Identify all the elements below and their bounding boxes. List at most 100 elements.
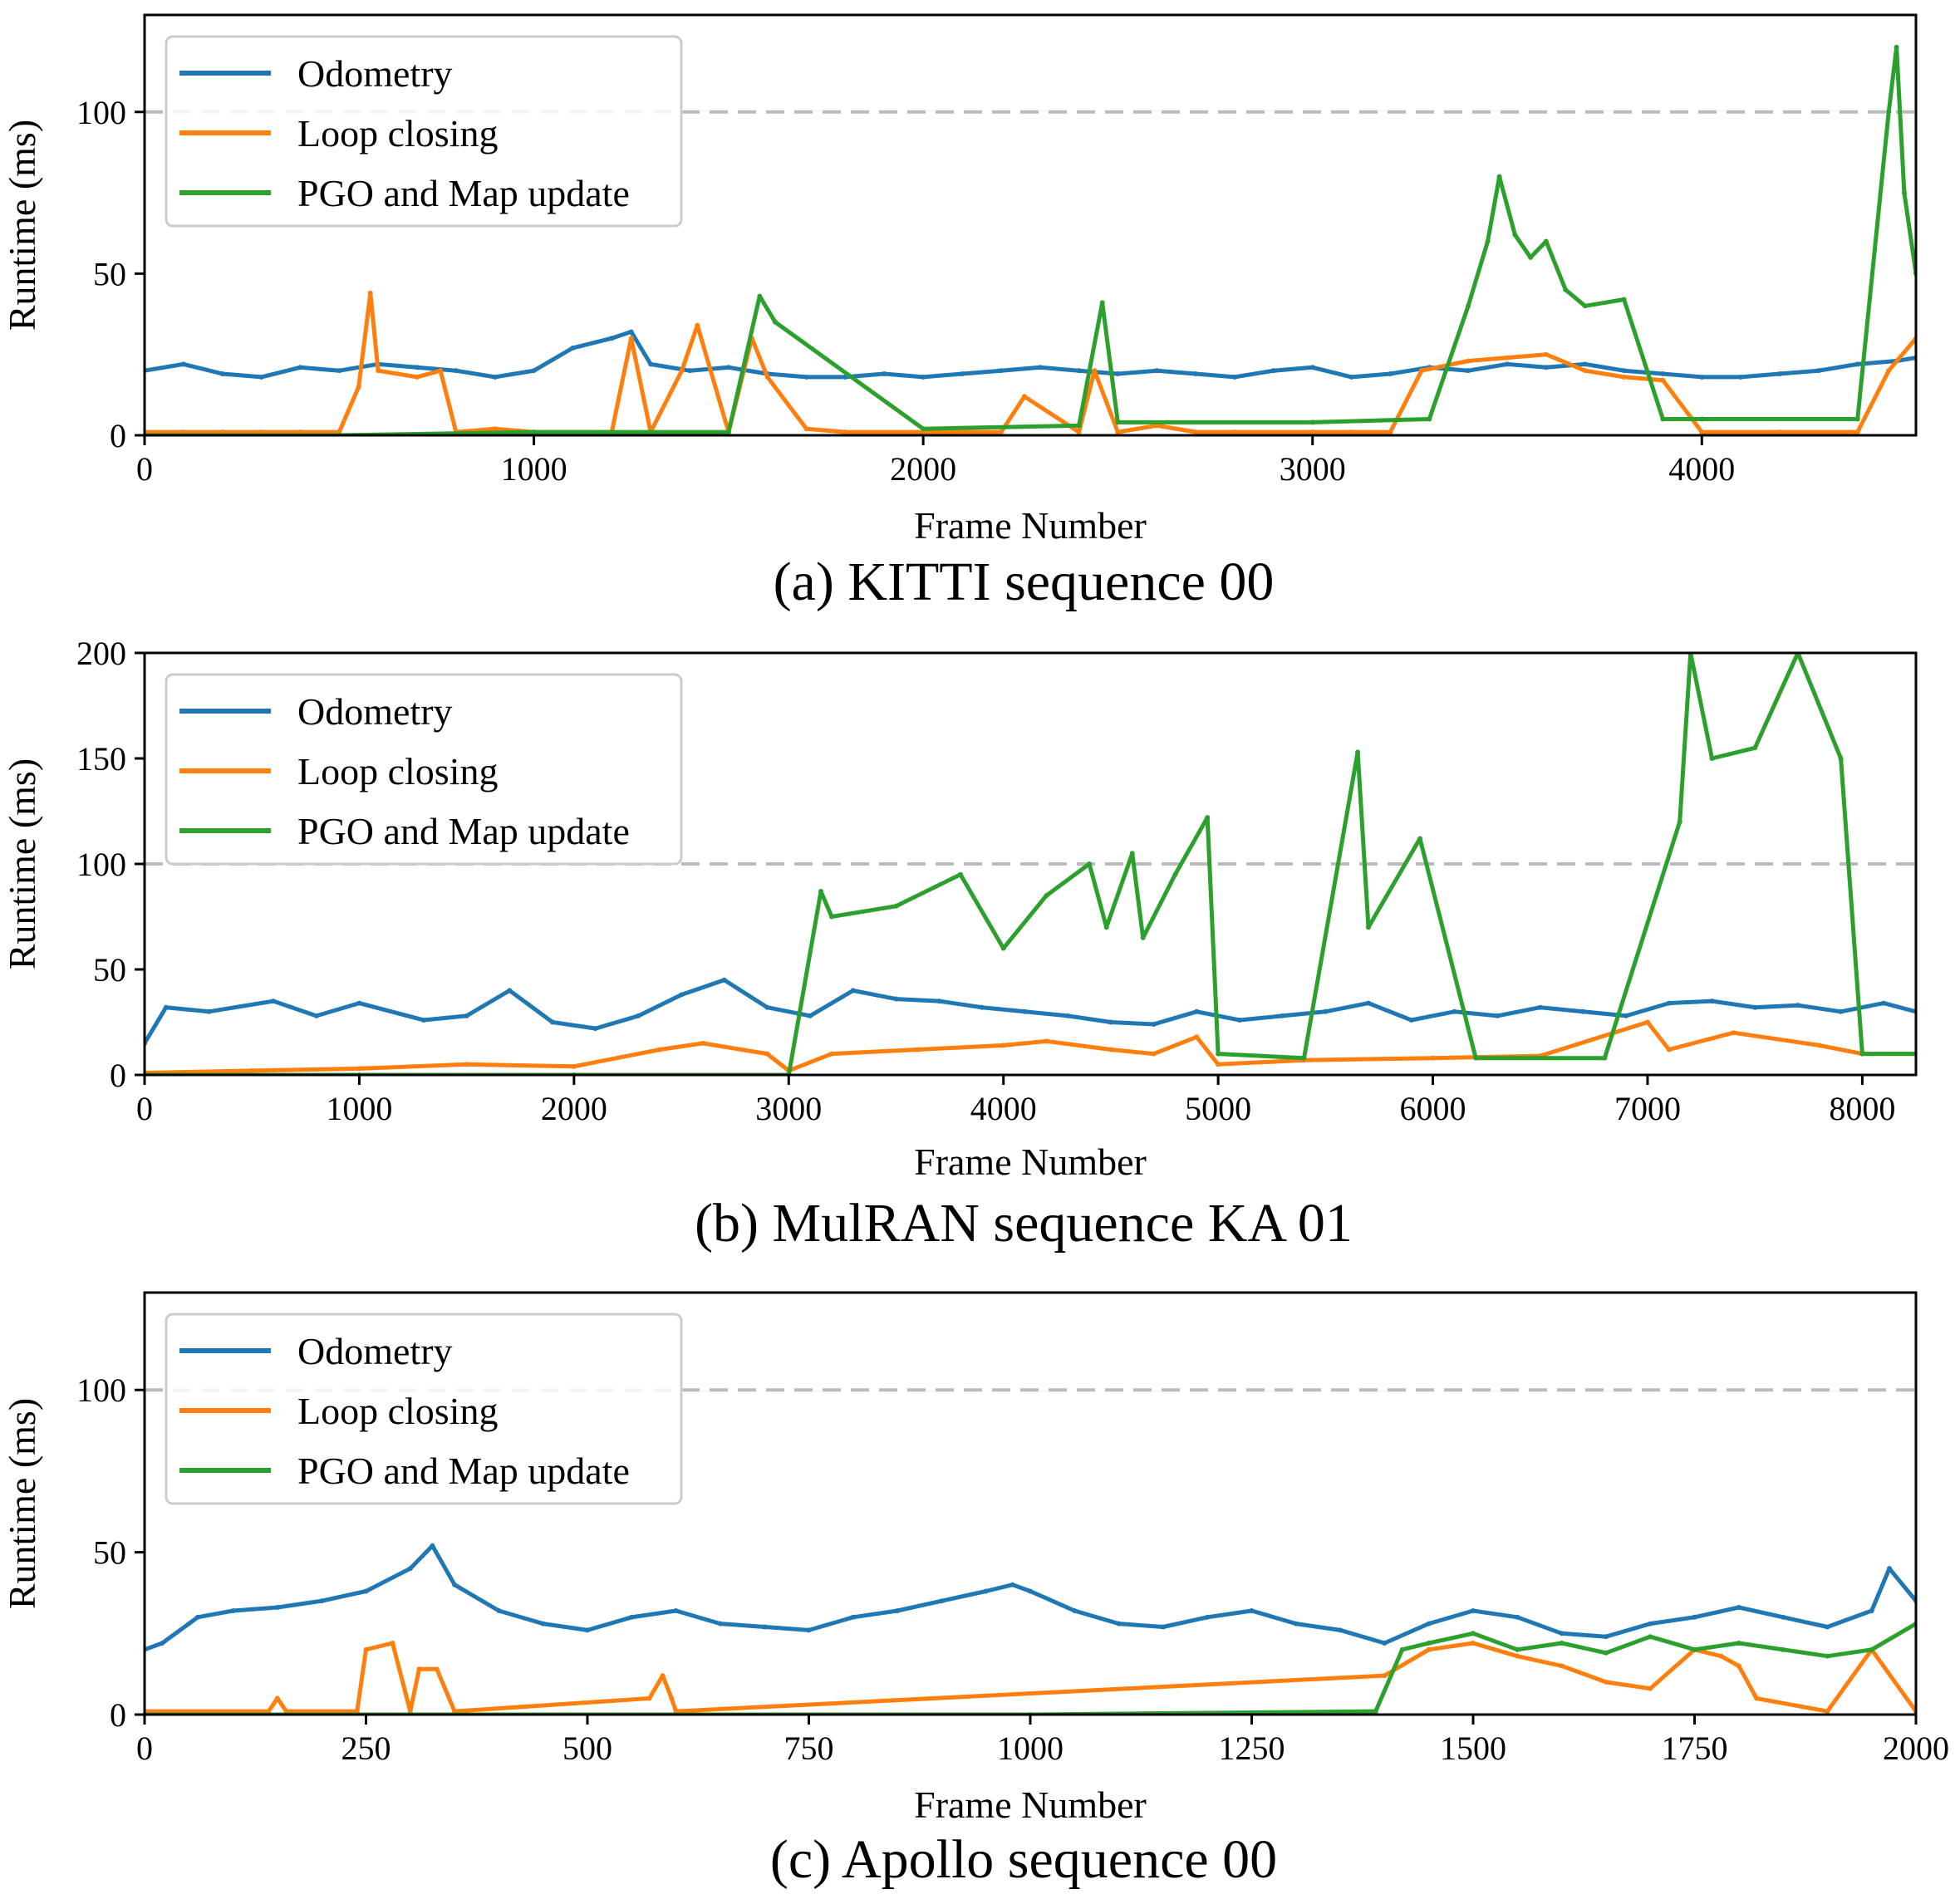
data-point	[1754, 1695, 1760, 1701]
data-point	[1232, 374, 1237, 380]
data-point	[356, 1000, 362, 1006]
y-tick-label: 150	[76, 740, 126, 778]
data-point	[1752, 745, 1758, 751]
data-point	[1699, 429, 1705, 435]
data-point	[1194, 1034, 1200, 1040]
data-point	[1666, 1000, 1672, 1006]
data-point	[808, 1013, 813, 1018]
data-point	[416, 1666, 422, 1672]
data-point	[1838, 1008, 1844, 1014]
data-point	[453, 368, 459, 374]
data-point	[230, 1607, 236, 1613]
data-point	[531, 368, 537, 374]
y-tick-label: 100	[76, 94, 126, 131]
data-point	[1099, 300, 1105, 306]
data-point	[958, 871, 964, 877]
data-point	[1466, 303, 1471, 309]
data-point	[1076, 423, 1082, 429]
data-point	[219, 371, 225, 377]
data-point	[492, 426, 498, 432]
y-tick-label: 50	[93, 255, 126, 292]
data-point	[1022, 1008, 1028, 1014]
data-point	[1044, 893, 1049, 899]
data-point	[1408, 1017, 1414, 1023]
y-tick-label: 0	[110, 1057, 126, 1094]
data-point	[762, 1624, 768, 1630]
data-point	[1825, 1709, 1830, 1715]
data-point	[1108, 1047, 1113, 1052]
legend-label: Loop closing	[297, 112, 498, 155]
data-point	[271, 999, 277, 1004]
data-point	[660, 1673, 666, 1679]
data-point	[1777, 429, 1782, 435]
data-point	[1355, 749, 1361, 755]
data-point	[274, 1605, 280, 1611]
data-point	[390, 1641, 395, 1646]
data-point	[960, 371, 965, 377]
data-point	[1621, 368, 1627, 374]
data-point	[1660, 371, 1666, 377]
data-point	[415, 365, 420, 370]
data-point	[1621, 297, 1627, 302]
data-point	[1512, 232, 1518, 238]
data-point	[1603, 1634, 1609, 1640]
data-point	[1515, 1646, 1520, 1652]
data-point	[1309, 429, 1315, 435]
data-point	[1795, 1003, 1800, 1008]
data-point	[1115, 420, 1121, 425]
data-point	[1603, 1679, 1609, 1685]
data-point	[1901, 190, 1907, 196]
data-point	[1563, 287, 1569, 292]
data-point	[629, 1614, 635, 1620]
data-point	[1825, 1624, 1830, 1630]
x-tick-label: 1250	[1219, 1730, 1285, 1767]
data-point	[274, 1695, 280, 1701]
data-point	[983, 1588, 989, 1594]
data-point	[1426, 1646, 1432, 1652]
data-point	[1515, 1614, 1520, 1620]
data-point	[336, 368, 342, 374]
data-point	[717, 1621, 723, 1627]
data-point	[1660, 377, 1666, 383]
x-axis-label: Frame Number	[914, 504, 1147, 547]
data-point	[921, 426, 926, 432]
data-point	[1338, 1627, 1344, 1633]
x-tick-label: 4000	[1668, 450, 1735, 488]
panel-caption: (b) MulRAN sequence KA 01	[695, 1193, 1353, 1254]
data-point	[1293, 1621, 1299, 1627]
data-point	[687, 368, 692, 374]
data-point	[1621, 374, 1627, 380]
data-point	[1543, 238, 1549, 244]
data-point	[297, 365, 303, 370]
data-point	[1838, 756, 1844, 761]
data-point	[376, 368, 381, 374]
data-point	[1580, 1008, 1586, 1014]
data-point	[1699, 416, 1705, 422]
data-point	[1644, 1019, 1650, 1025]
data-point	[258, 374, 264, 380]
data-point	[1301, 1055, 1307, 1061]
data-point	[356, 1066, 362, 1072]
data-point	[1815, 368, 1821, 374]
data-point	[1065, 1013, 1071, 1018]
data-point	[939, 1598, 945, 1604]
data-point	[434, 1666, 440, 1672]
data-point	[1887, 1566, 1893, 1572]
data-point	[1603, 1650, 1609, 1656]
data-point	[1505, 361, 1510, 367]
data-point	[1072, 1607, 1078, 1613]
data-point	[1000, 945, 1006, 951]
data-point	[206, 1008, 212, 1014]
data-point	[828, 1051, 834, 1057]
data-point	[1582, 303, 1588, 309]
data-point	[1216, 1051, 1221, 1057]
data-point	[1777, 371, 1782, 377]
data-point	[764, 374, 770, 380]
data-point	[1543, 351, 1549, 357]
data-point	[1471, 1631, 1476, 1636]
x-tick-label: 1000	[501, 450, 567, 488]
data-point	[1515, 1653, 1520, 1659]
data-point	[1854, 429, 1860, 435]
x-tick-label: 500	[562, 1730, 612, 1767]
data-point	[160, 1641, 165, 1646]
